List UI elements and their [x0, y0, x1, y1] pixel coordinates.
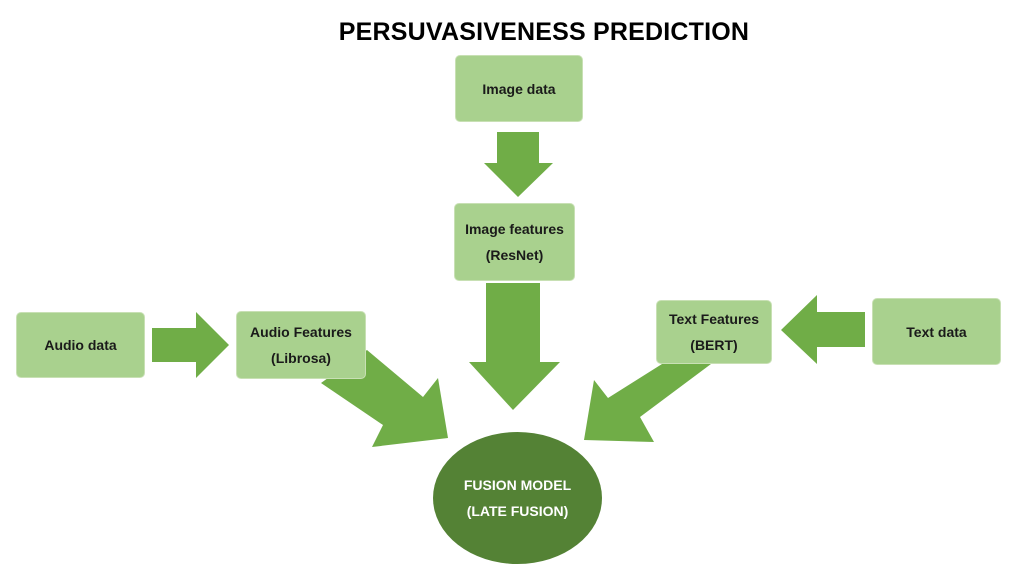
arrow-text-features-to-fusion	[584, 361, 715, 442]
diagram-title: PERSUVASIVENESS PREDICTION	[338, 18, 750, 46]
image-features-model: (ResNet)	[485, 247, 544, 263]
arrow-image-data-to-features	[484, 132, 553, 197]
text-features-box: Text Features (BERT)	[656, 300, 772, 364]
fusion-model-ellipse: FUSION MODEL (LATE FUSION)	[433, 432, 602, 564]
fusion-model-label: FUSION MODEL	[463, 477, 572, 493]
audio-features-model: (Librosa)	[271, 350, 331, 366]
audio-data-box: Audio data	[16, 312, 145, 378]
arrow-audio-data-to-features	[152, 312, 229, 378]
arrow-image-features-to-fusion	[469, 283, 560, 410]
image-data-box: Image data	[455, 55, 583, 122]
text-features-model: (BERT)	[690, 337, 738, 353]
arrow-text-data-to-features	[781, 295, 865, 364]
text-data-box: Text data	[872, 298, 1001, 365]
image-data-label: Image data	[482, 80, 556, 97]
audio-data-label: Audio data	[44, 337, 117, 353]
text-features-label: Text Features	[669, 311, 759, 327]
text-data-label: Text data	[906, 323, 967, 340]
audio-features-box: Audio Features (Librosa)	[236, 311, 366, 379]
image-features-label: Image features	[465, 221, 564, 237]
audio-features-label: Audio Features	[250, 324, 352, 340]
fusion-model-type: (LATE FUSION)	[466, 503, 569, 519]
image-features-box: Image features (ResNet)	[454, 203, 575, 281]
